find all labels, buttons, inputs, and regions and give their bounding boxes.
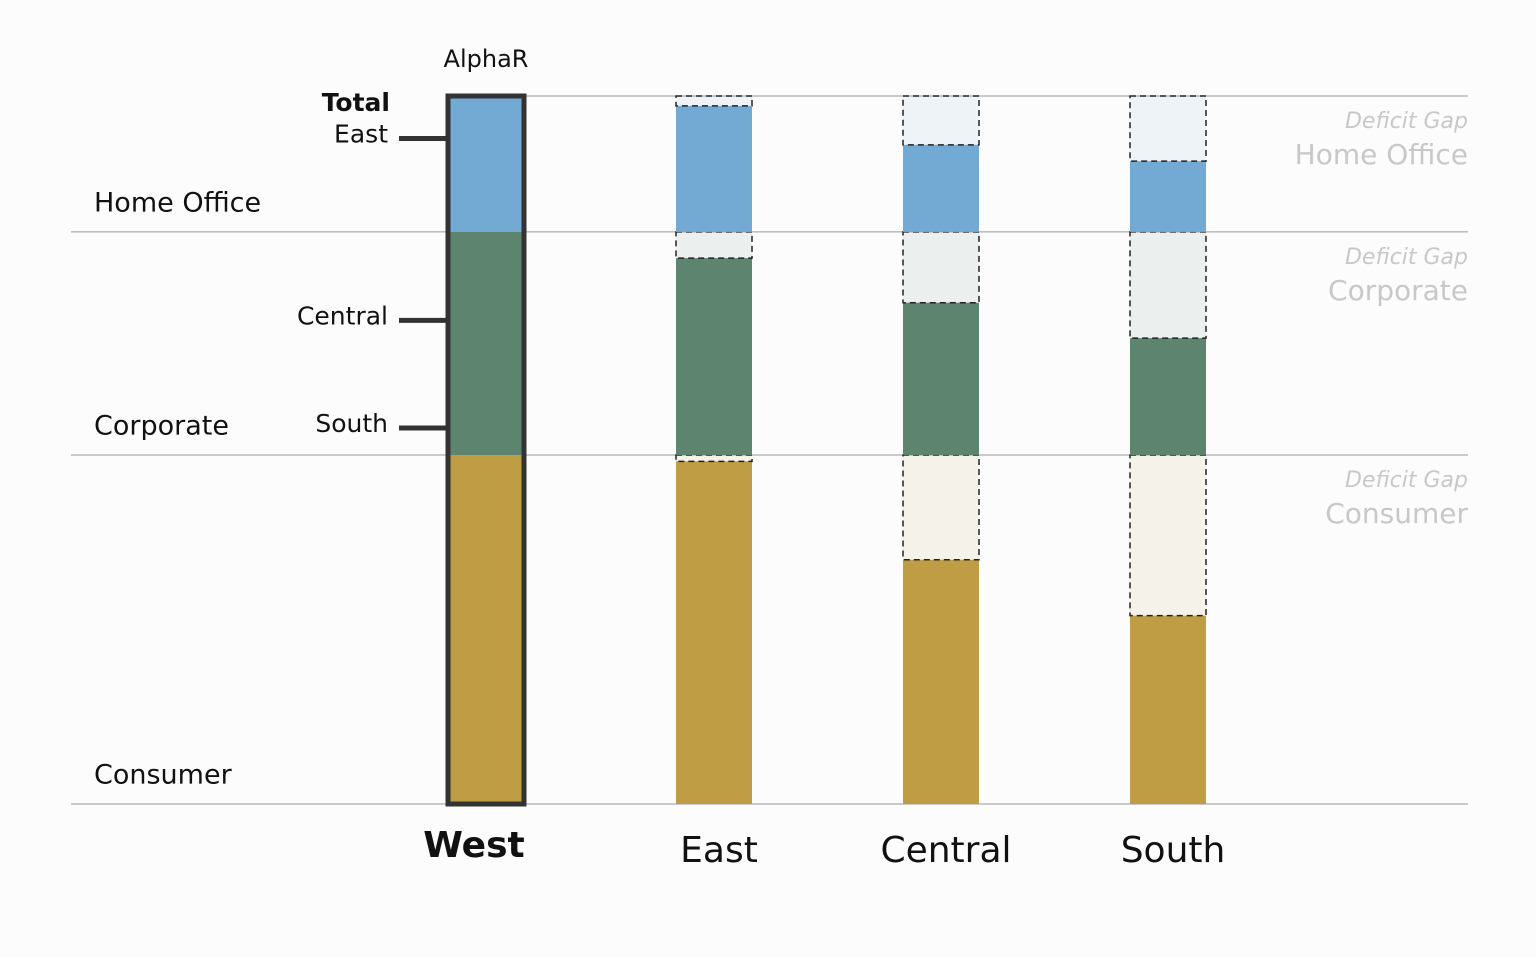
bar-segment	[676, 461, 752, 804]
deficit-gap	[675, 454, 753, 463]
bar-segment	[1130, 161, 1206, 232]
deficit-gap	[902, 454, 980, 561]
gap-label: Deficit Gap	[1345, 109, 1468, 134]
deficit-gap	[902, 95, 980, 146]
reference-label: Total	[322, 88, 390, 117]
bar-segment	[676, 258, 752, 455]
x-tick-label: West	[423, 825, 524, 866]
gap-series-name: Corporate	[1328, 274, 1468, 307]
bar-segment	[903, 144, 979, 232]
series-label: Corporate	[94, 410, 229, 441]
bar-segment	[448, 454, 524, 804]
gap-label: Deficit Gap	[1345, 468, 1468, 493]
x-tick-label: South	[1121, 830, 1226, 871]
total-tick-label: Central	[297, 301, 388, 330]
deficit-gap	[675, 95, 753, 107]
series-label: Home Office	[94, 187, 261, 218]
total-tick-label: East	[334, 119, 388, 148]
deficit-gap	[1129, 95, 1207, 162]
deficit-gap	[675, 231, 753, 259]
deficit-gap	[1129, 454, 1207, 617]
bar-segment	[1130, 615, 1206, 804]
series-label: Consumer	[94, 760, 233, 791]
deficit-gap	[902, 231, 980, 304]
x-tick-label: Central	[880, 830, 1011, 871]
chart-title: AlphaR	[444, 45, 529, 73]
bar-segment	[903, 559, 979, 804]
x-tick-label: East	[680, 830, 758, 871]
bar-segment	[448, 96, 524, 232]
gap-label: Deficit Gap	[1345, 245, 1468, 270]
gap-series-name: Consumer	[1325, 497, 1468, 530]
bar-segment	[1130, 338, 1206, 455]
reference-outline	[445, 93, 527, 807]
total-tick-label: South	[315, 409, 388, 438]
gap-series-name: Home Office	[1295, 138, 1468, 171]
bar-segment	[903, 302, 979, 455]
bar-segment	[448, 231, 524, 455]
deficit-gap	[1129, 231, 1207, 339]
bar-segment	[676, 105, 752, 232]
